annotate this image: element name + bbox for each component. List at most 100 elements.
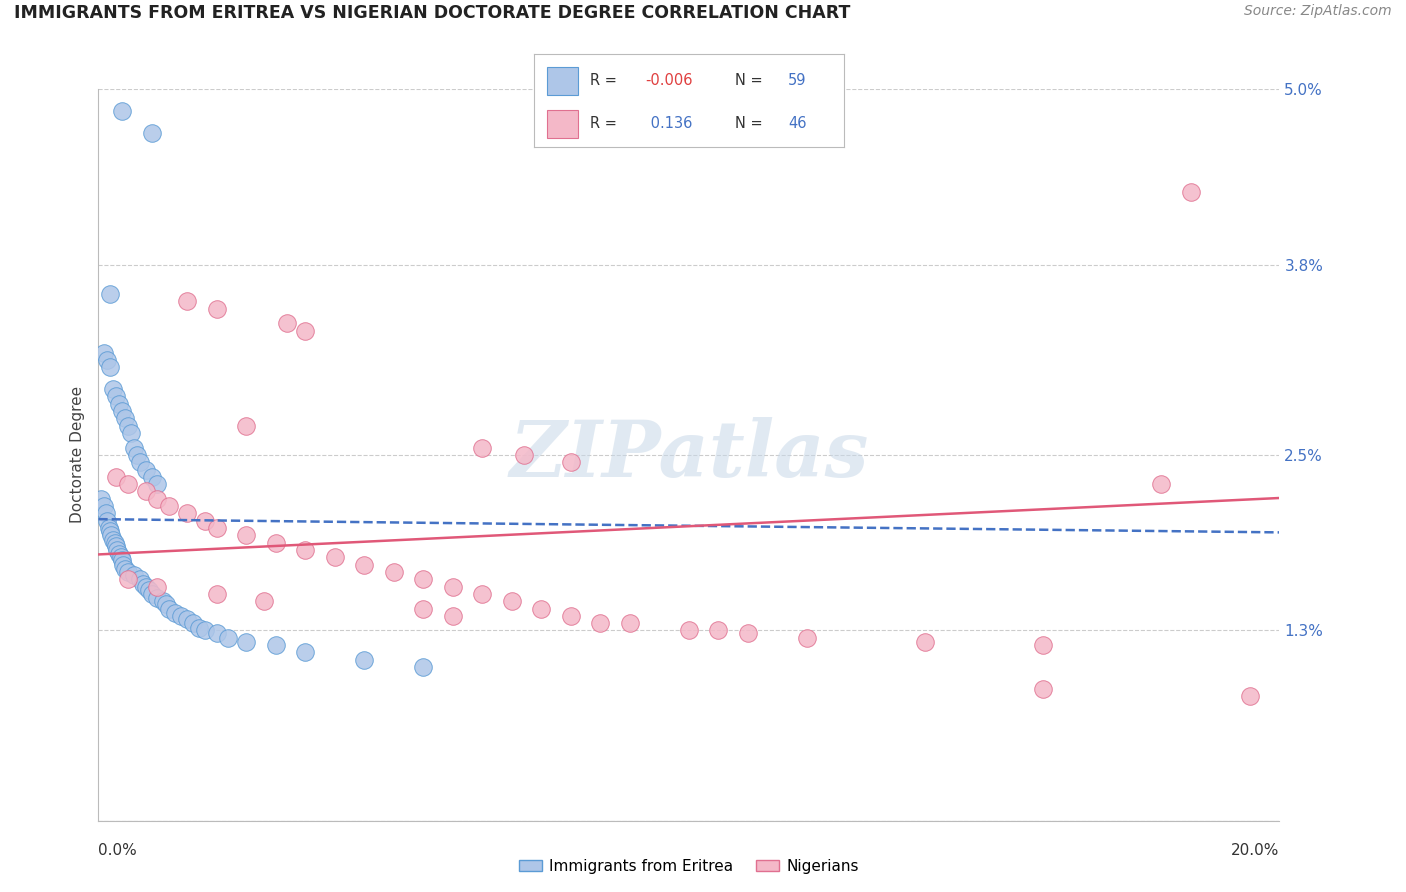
Point [128, 572, 150, 586]
Point [235, 418, 257, 433]
Point [146, 591, 169, 606]
Text: R =: R = [591, 116, 617, 131]
Text: Source: ZipAtlas.com: Source: ZipAtlas.com [1244, 4, 1392, 19]
Point [110, 550, 132, 565]
Point [111, 404, 134, 418]
Point [125, 448, 148, 462]
Point [707, 624, 730, 638]
Point [294, 324, 316, 338]
Point [187, 621, 209, 635]
Point [176, 294, 198, 309]
Text: 46: 46 [787, 116, 807, 131]
Point [264, 535, 287, 549]
Y-axis label: Doctorate Degree: Doctorate Degree [70, 386, 86, 524]
Point [94, 507, 117, 521]
Point [135, 462, 157, 476]
Point [165, 606, 187, 620]
Point [1032, 638, 1054, 652]
Point [1239, 690, 1261, 704]
Point [111, 104, 134, 119]
Point [122, 567, 145, 582]
Point [114, 411, 136, 425]
Point [530, 601, 553, 615]
Point [1032, 681, 1054, 696]
Point [382, 565, 405, 579]
Point [111, 553, 134, 567]
Point [441, 580, 464, 594]
Point [122, 441, 145, 455]
Point [560, 608, 582, 623]
Point [512, 448, 534, 462]
Point [737, 626, 759, 640]
Point [235, 635, 257, 649]
Point [678, 624, 700, 638]
Point [141, 587, 163, 601]
Point [205, 301, 228, 316]
Point [105, 539, 128, 553]
Point [323, 550, 346, 565]
Point [1150, 477, 1173, 491]
Point [105, 389, 128, 403]
Text: 20.0%: 20.0% [1232, 843, 1279, 858]
Point [412, 601, 434, 615]
Point [98, 521, 121, 535]
Point [146, 491, 169, 506]
Point [796, 631, 818, 645]
Point [170, 608, 193, 623]
Point [471, 441, 494, 455]
Point [105, 543, 128, 558]
Point [155, 597, 177, 611]
Point [501, 594, 523, 608]
Point [146, 477, 169, 491]
Text: ZIPatlas: ZIPatlas [509, 417, 869, 493]
Point [176, 507, 198, 521]
Point [471, 587, 494, 601]
Point [90, 491, 112, 506]
Text: IMMIGRANTS FROM ERITREA VS NIGERIAN DOCTORATE DEGREE CORRELATION CHART: IMMIGRANTS FROM ERITREA VS NIGERIAN DOCT… [14, 4, 851, 22]
Text: 0.0%: 0.0% [98, 843, 138, 858]
Point [108, 397, 131, 411]
Point [108, 548, 131, 562]
Point [100, 528, 122, 542]
Point [98, 524, 121, 538]
Point [412, 660, 434, 674]
Point [294, 645, 316, 659]
Point [1180, 185, 1202, 199]
Point [120, 425, 142, 440]
Point [914, 635, 936, 649]
Point [152, 594, 174, 608]
Text: 0.136: 0.136 [645, 116, 692, 131]
Point [96, 514, 118, 528]
Point [264, 638, 287, 652]
Point [560, 455, 582, 469]
Point [441, 608, 464, 623]
Point [114, 562, 136, 576]
Point [353, 653, 375, 667]
Text: N =: N = [735, 73, 763, 88]
Point [589, 616, 612, 631]
Point [98, 287, 121, 301]
Point [205, 587, 228, 601]
Point [104, 535, 127, 549]
Point [117, 418, 139, 433]
Legend: Immigrants from Eritrea, Nigerians: Immigrants from Eritrea, Nigerians [513, 853, 865, 880]
Point [253, 594, 276, 608]
Point [141, 470, 163, 484]
Text: 59: 59 [787, 73, 807, 88]
Point [235, 528, 257, 542]
Point [93, 345, 115, 359]
Point [128, 455, 150, 469]
Point [103, 533, 125, 547]
Point [98, 360, 121, 375]
FancyBboxPatch shape [547, 110, 578, 138]
Point [176, 612, 198, 626]
Point [138, 582, 160, 597]
Text: -0.006: -0.006 [645, 73, 693, 88]
Point [157, 499, 180, 513]
Point [181, 616, 204, 631]
Point [412, 572, 434, 586]
Point [132, 576, 155, 591]
Point [117, 477, 139, 491]
Point [112, 558, 135, 572]
Point [157, 601, 180, 615]
